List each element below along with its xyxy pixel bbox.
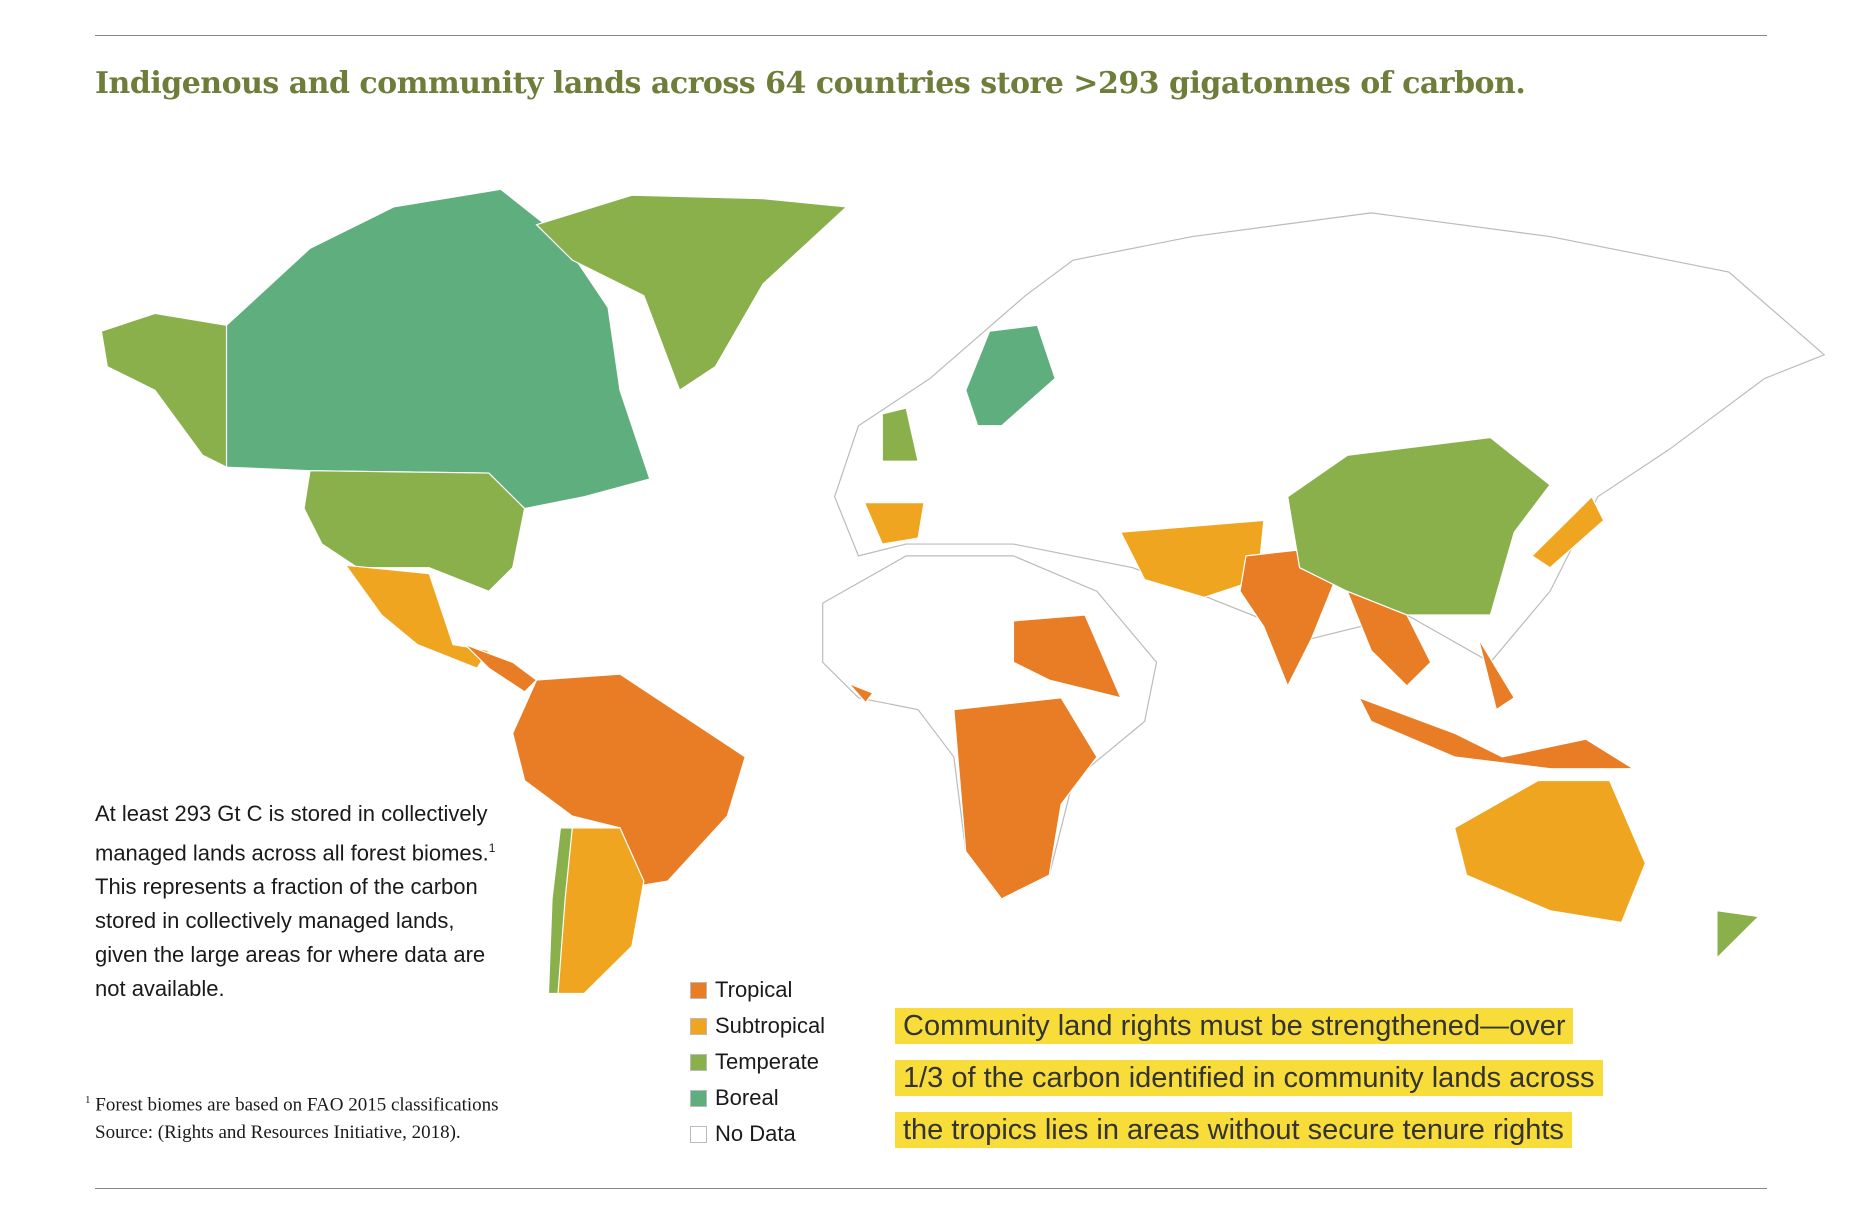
country-region	[1012, 614, 1122, 699]
legend-item: Temperate	[690, 1044, 825, 1080]
country-region	[1287, 436, 1551, 616]
legend-item: Boreal	[690, 1080, 825, 1116]
note-mark: 1	[488, 841, 496, 855]
top-rule	[95, 35, 1767, 36]
bottom-rule	[95, 1188, 1767, 1189]
callout-line: the tropics lies in areas without secure…	[895, 1104, 1603, 1156]
callout-line: 1/3 of the carbon identified in communit…	[895, 1052, 1603, 1104]
note-mark: 1	[85, 1094, 91, 1106]
country-region	[100, 312, 228, 469]
legend-label: No Data	[715, 1121, 796, 1146]
legend-swatch	[690, 1053, 707, 1071]
legend-item: Subtropical	[690, 1008, 825, 1044]
country-region	[464, 644, 538, 693]
footnote: 1 Forest biomes are based on FAO 2015 cl…	[85, 1086, 499, 1147]
country-region	[965, 324, 1056, 427]
country-region	[953, 697, 1098, 900]
legend: Tropical Subtropical Temperate Boreal No Dat…	[690, 972, 825, 1152]
legend-label: Tropical	[715, 977, 793, 1002]
body-text: At least 293 Gt C is stored in collectiv…	[95, 797, 505, 1006]
country-region	[1531, 495, 1605, 569]
callout-text: the tropics lies in areas without secure…	[895, 1112, 1572, 1148]
legend-swatch	[690, 1089, 707, 1107]
legend-swatch	[690, 981, 707, 999]
callout-text: Community land rights must be strengthen…	[895, 1008, 1574, 1044]
legend-swatch	[690, 1125, 707, 1143]
body-text-part: This represents a fraction of the carbon…	[95, 874, 486, 1002]
legend-item: Tropical	[690, 972, 825, 1008]
legend-label: Subtropical	[715, 1013, 826, 1038]
country-region	[1453, 779, 1647, 924]
callout-line: Community land rights must be strengthen…	[895, 1000, 1603, 1052]
legend-item: No Data	[690, 1116, 825, 1152]
legend-label: Boreal	[715, 1085, 779, 1110]
body-text-part: At least 293 Gt C is stored in collectiv…	[95, 801, 489, 866]
source: Source: (Rights and Resources Initiative…	[95, 1122, 461, 1144]
country-region	[547, 827, 573, 995]
title: Indigenous and community lands across 64…	[95, 66, 1526, 101]
country-region	[848, 683, 874, 704]
country-region	[535, 194, 848, 392]
footnote-text: Forest biomes are based on FAO 2015 clas…	[95, 1094, 499, 1116]
land-no-data	[833, 212, 1826, 664]
country-region	[1477, 638, 1516, 711]
country-region	[1346, 590, 1432, 687]
callout-text: 1/3 of the carbon identified in communit…	[895, 1060, 1603, 1096]
legend-swatch	[690, 1017, 707, 1035]
country-region	[1716, 909, 1760, 960]
country-region	[303, 470, 526, 593]
callout: Community land rights must be strengthen…	[895, 1000, 1603, 1156]
country-region	[512, 673, 746, 888]
country-region	[1358, 696, 1636, 770]
country-region	[881, 407, 919, 462]
legend-label: Temperate	[715, 1049, 819, 1074]
country-region	[863, 502, 925, 545]
